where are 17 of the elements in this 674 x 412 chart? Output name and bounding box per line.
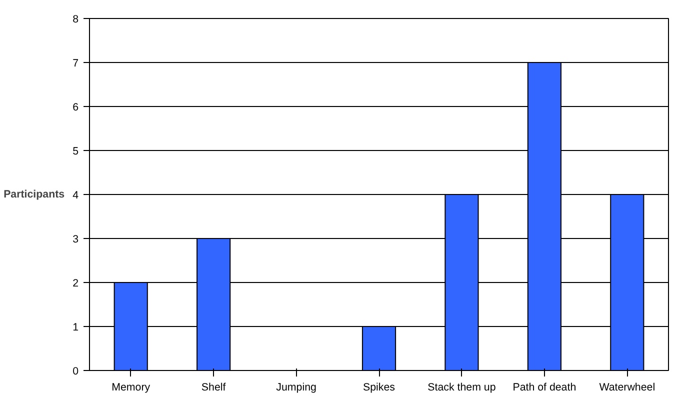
y-tick-label: 4: [72, 190, 79, 202]
x-tick-label: Waterwheel: [599, 382, 656, 394]
y-tick-label: 3: [72, 234, 79, 246]
y-tick-label: 7: [72, 58, 79, 70]
y-tick-label: 6: [72, 102, 79, 114]
x-tick-label: Jumping: [276, 382, 316, 394]
x-tick-label: Spikes: [363, 382, 395, 394]
y-tick-label: 1: [72, 322, 79, 334]
y-tick-label: 5: [72, 146, 79, 158]
x-tick-label: Path of death: [512, 382, 576, 394]
y-axis-title: Participants: [4, 188, 65, 200]
y-tick-label: 0: [72, 366, 79, 378]
x-tick-label: Stack them up: [428, 382, 496, 394]
x-tick-label: Memory: [112, 382, 151, 394]
y-tick-label: 2: [72, 278, 79, 290]
y-tick-label: 8: [72, 14, 79, 26]
x-tick-label: Shelf: [201, 382, 226, 394]
